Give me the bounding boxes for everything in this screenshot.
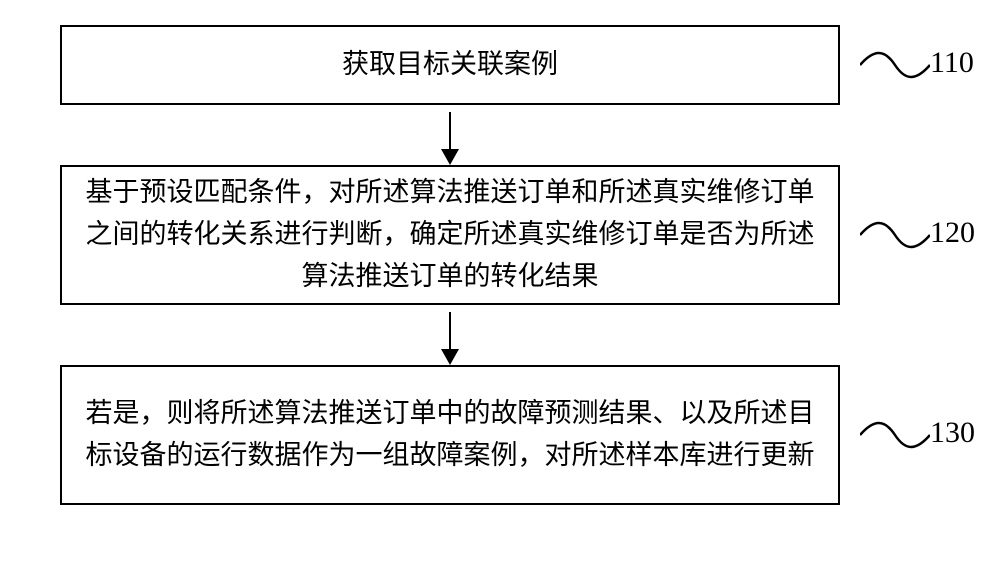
flow-node-1-text: 获取目标关联案例 bbox=[82, 44, 818, 86]
flow-arrow-1-2 bbox=[60, 105, 840, 165]
wave-connector-icon bbox=[860, 35, 930, 95]
flowchart-container: 获取目标关联案例 基于预设匹配条件，对所述算法推送订单和所述真实维修订单之间的转… bbox=[60, 25, 840, 505]
step-label-130: 130 bbox=[930, 416, 975, 450]
step-label-110: 110 bbox=[930, 46, 974, 80]
flow-node-3: 若是，则将所述算法推送订单中的故障预测结果、以及所述目标设备的运行数据作为一组故… bbox=[60, 365, 840, 505]
wave-connector-icon bbox=[860, 205, 930, 265]
flow-node-2-text: 基于预设匹配条件，对所述算法推送订单和所述真实维修订单之间的转化关系进行判断，确… bbox=[82, 172, 818, 298]
flow-node-3-text: 若是，则将所述算法推送订单中的故障预测结果、以及所述目标设备的运行数据作为一组故… bbox=[82, 393, 818, 477]
wave-connector-icon bbox=[860, 405, 930, 465]
step-label-120: 120 bbox=[930, 216, 975, 250]
arrow-head-icon bbox=[441, 349, 459, 365]
flow-arrow-2-3 bbox=[60, 305, 840, 365]
arrow-head-icon bbox=[441, 149, 459, 165]
flow-node-2: 基于预设匹配条件，对所述算法推送订单和所述真实维修订单之间的转化关系进行判断，确… bbox=[60, 165, 840, 305]
flow-node-1: 获取目标关联案例 bbox=[60, 25, 840, 105]
